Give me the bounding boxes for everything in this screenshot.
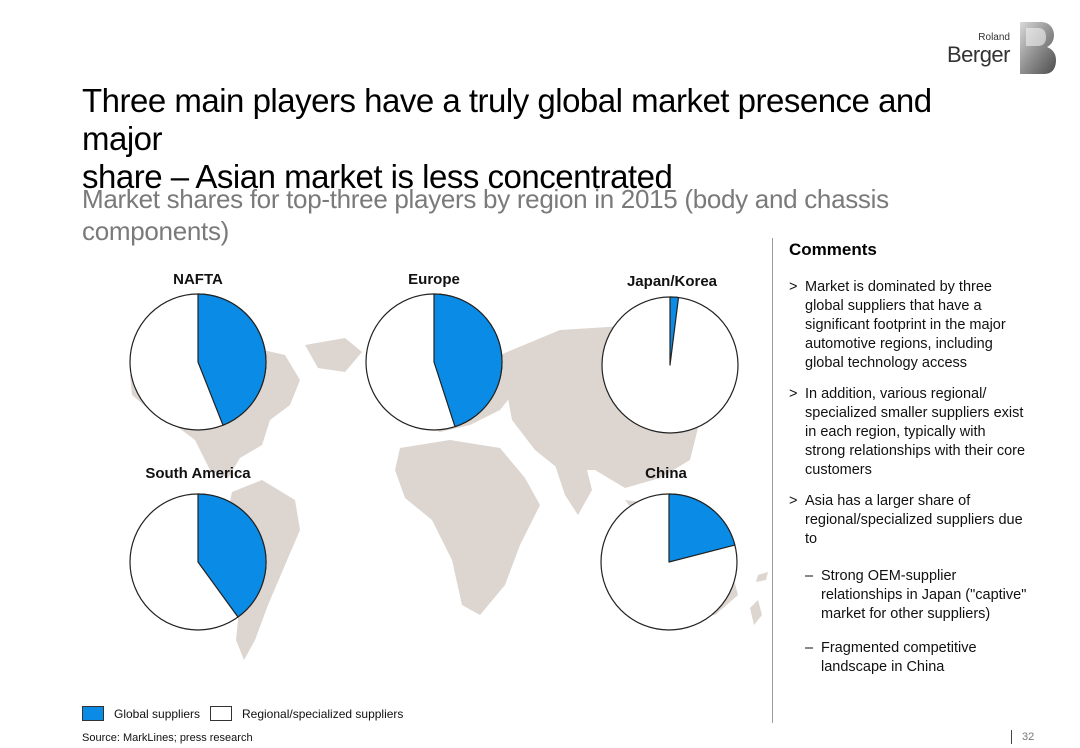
pie-label-japan-korea: Japan/Korea <box>627 273 718 290</box>
comment-bullet-1: > Market is dominated by three global su… <box>789 278 1029 373</box>
page-number: 32 <box>1022 731 1035 743</box>
comment-sub-text: Strong OEM-supplier relationships in Jap… <box>821 568 1027 622</box>
comment-sub-text: Fragmented competitive landscape in Chin… <box>821 640 977 675</box>
legend-label-regional: Regional/specialized suppliers <box>242 707 404 721</box>
source-note: Source: MarkLines; press research <box>82 732 253 744</box>
pie-label-europe: Europe <box>408 271 460 288</box>
legend-swatch-regional <box>210 706 232 721</box>
page-subtitle: Market shares for top-three players by r… <box>82 184 889 246</box>
pie-slice-global-japan-korea <box>669 296 680 366</box>
pie-nafta <box>129 293 267 431</box>
map-new-zealand <box>750 600 762 625</box>
bullet-marker: > <box>789 493 798 509</box>
comment-bullet-3: > Asia has a larger share of regional/sp… <box>789 492 1029 549</box>
sub-bullet-marker: – <box>805 568 814 584</box>
page-title: Three main players have a truly global m… <box>82 82 1012 196</box>
sub-bullet-marker: – <box>805 640 814 656</box>
page-title-line-2: share – Asian market is less concentrate… <box>82 158 673 195</box>
map-india <box>555 462 592 515</box>
pie-slice-global-china <box>668 493 736 563</box>
pie-south-america <box>129 493 267 631</box>
page-title-line-1: Three main players have a truly global m… <box>82 82 932 157</box>
comment-bullet-2: > In addition, various regional/ special… <box>789 385 1029 480</box>
comment-sub-bullet-1: – Strong OEM-supplier relationships in J… <box>789 567 1029 624</box>
pie-japan-korea <box>601 296 739 434</box>
pie-slice-global-south-america <box>197 493 267 618</box>
map-greenland <box>305 338 362 372</box>
logo-text-roland: Roland <box>978 32 1010 43</box>
legend-swatch-global <box>82 706 104 721</box>
comments-heading: Comments <box>789 240 877 259</box>
pie-slice-global-europe <box>433 293 503 428</box>
comment-text: In addition, various regional/ specializ… <box>805 386 1026 478</box>
comment-text: Market is dominated by three global supp… <box>805 279 1006 371</box>
roland-berger-logo: Roland Berger <box>946 20 1058 78</box>
pie-slice-global-nafta <box>197 293 267 426</box>
pie-label-south-america: South America <box>145 465 251 482</box>
comment-sub-bullet-2: – Fragmented competitive landscape in Ch… <box>789 639 1029 677</box>
page-number-separator <box>1011 730 1012 744</box>
map-pacific-islands <box>756 572 768 582</box>
comments-divider <box>772 238 773 723</box>
pie-china <box>600 493 738 631</box>
pie-label-china: China <box>645 465 687 482</box>
comments-list: > Market is dominated by three global su… <box>789 278 1029 692</box>
logo-b-mark-icon <box>1020 22 1056 74</box>
comment-text: Asia has a larger share of regional/spec… <box>805 493 1023 547</box>
bullet-marker: > <box>789 279 798 295</box>
world-map-pie-chart: NAFTA Europe Japan/Korea South America C… <box>129 271 768 660</box>
bullet-marker: > <box>789 386 798 402</box>
pie-label-nafta: NAFTA <box>173 271 223 288</box>
map-africa <box>395 440 540 615</box>
pie-europe <box>365 293 503 431</box>
logo-text-berger: Berger <box>946 42 1011 67</box>
legend-label-global: Global suppliers <box>114 707 201 721</box>
